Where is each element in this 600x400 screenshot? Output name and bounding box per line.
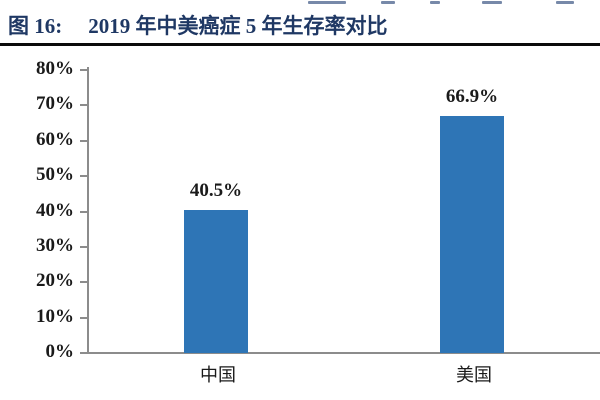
figure-number-label: 图 16: <box>8 14 63 38</box>
y-axis-tick <box>80 175 88 178</box>
clipped-text-fragment <box>556 1 574 4</box>
y-axis-tick <box>80 245 88 248</box>
y-axis-line <box>87 67 89 354</box>
clipped-text-fragment <box>308 1 346 4</box>
bar-china <box>184 209 248 353</box>
bar-usa <box>440 116 504 353</box>
x-axis-label-china: 中国 <box>200 365 236 385</box>
y-axis-tick <box>80 69 88 71</box>
bar-value-label-usa: 66.9% <box>445 86 499 108</box>
x-axis-line <box>80 352 600 354</box>
figure-title-row: 图 16: 2019 年中美癌症 5 年生存率对比 <box>8 11 388 41</box>
clipped-text-fragment <box>430 1 440 4</box>
clipped-text-fragment <box>482 1 502 4</box>
y-axis-label: 40% <box>36 199 74 221</box>
y-axis-label: 30% <box>36 234 74 256</box>
y-axis-tick <box>80 210 88 213</box>
y-axis-tick <box>80 316 88 319</box>
y-axis-label: 20% <box>36 270 74 292</box>
y-axis-label: 60% <box>36 128 74 150</box>
y-axis-tick <box>80 104 88 107</box>
clipped-text-fragment <box>381 1 395 4</box>
bar-value-label-china: 40.5% <box>189 179 243 201</box>
figure-title: 2019 年中美癌症 5 年生存率对比 <box>88 14 388 38</box>
y-axis-label: 0% <box>45 341 75 363</box>
y-axis-label: 10% <box>36 305 74 327</box>
y-axis-tick <box>80 139 88 142</box>
title-divider-rule <box>0 43 600 46</box>
y-axis-label: 50% <box>36 164 74 186</box>
y-axis-label: 80% <box>36 58 74 80</box>
x-axis-label-usa: 美国 <box>456 365 492 385</box>
y-axis-tick <box>80 281 88 284</box>
y-axis-label: 70% <box>36 93 74 115</box>
